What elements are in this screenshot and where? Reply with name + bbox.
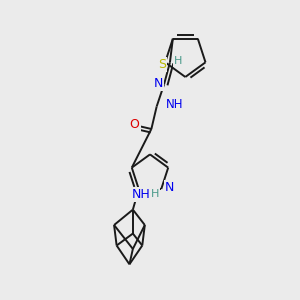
Text: NH: NH	[166, 98, 184, 112]
Text: N: N	[154, 77, 164, 90]
Text: NH: NH	[132, 188, 151, 201]
Text: N: N	[165, 181, 174, 194]
Text: S: S	[158, 58, 166, 71]
Text: O: O	[130, 118, 140, 131]
Text: H: H	[174, 56, 182, 66]
Text: H: H	[151, 189, 159, 199]
